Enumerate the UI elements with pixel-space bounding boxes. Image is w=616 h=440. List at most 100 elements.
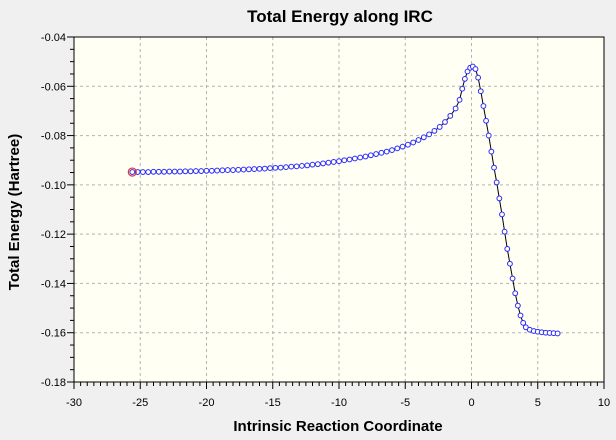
data-point bbox=[405, 141, 411, 148]
y-tick-label: -0.06 bbox=[41, 81, 66, 93]
data-point bbox=[399, 143, 406, 150]
x-axis-label: Intrinsic Reaction Coordinate bbox=[233, 418, 442, 435]
data-point bbox=[485, 132, 492, 139]
x-tick-label: -15 bbox=[265, 397, 281, 409]
data-point bbox=[499, 211, 505, 218]
data-point bbox=[493, 179, 500, 186]
data-point bbox=[373, 151, 380, 157]
data-point bbox=[288, 163, 295, 170]
data-point bbox=[410, 139, 417, 146]
data-point bbox=[251, 166, 258, 172]
data-point bbox=[504, 246, 511, 252]
data-point bbox=[341, 157, 348, 164]
data-point bbox=[240, 166, 247, 173]
grid-lines bbox=[74, 37, 604, 382]
y-tick-label: -0.14 bbox=[41, 278, 66, 290]
x-tick-label: -20 bbox=[199, 397, 215, 409]
data-point bbox=[171, 168, 178, 175]
current-point-marker bbox=[127, 167, 137, 177]
data-point bbox=[235, 166, 242, 173]
x-tick-label: 0 bbox=[468, 397, 474, 409]
data-point bbox=[277, 164, 284, 171]
data-point bbox=[517, 312, 524, 319]
data-point bbox=[507, 260, 513, 267]
data-point bbox=[267, 165, 274, 172]
data-point bbox=[491, 164, 497, 171]
axes: -30 -25 -20 -15 -10 -5 0 5 10 -0.04 -0.06 -0.08 -0.1… bbox=[41, 32, 610, 409]
data-point bbox=[483, 117, 489, 124]
data-point bbox=[431, 127, 438, 134]
data-point bbox=[362, 153, 369, 160]
y-tick-label: -0.08 bbox=[41, 131, 66, 143]
y-axis-label: Total Energy (Hartree) bbox=[6, 134, 23, 290]
y-tick-label: -0.04 bbox=[41, 32, 66, 44]
data-point bbox=[477, 88, 484, 95]
data-point bbox=[283, 164, 289, 171]
data-point bbox=[145, 169, 152, 175]
data-point bbox=[230, 167, 236, 173]
data-point bbox=[309, 161, 316, 168]
chart-title: Total Energy along IRC bbox=[247, 7, 433, 26]
data-point bbox=[346, 156, 353, 163]
data-point bbox=[426, 131, 433, 138]
data-point bbox=[177, 168, 183, 175]
data-point bbox=[140, 169, 146, 175]
data-point bbox=[208, 167, 215, 174]
x-tick-label: 5 bbox=[535, 397, 541, 409]
x-tick-label: -30 bbox=[66, 397, 82, 409]
y-tick-label: -0.18 bbox=[41, 377, 66, 389]
data-point bbox=[246, 166, 252, 173]
data-point bbox=[488, 148, 495, 155]
data-point bbox=[304, 162, 311, 169]
data-point bbox=[261, 165, 268, 172]
data-point bbox=[330, 159, 337, 165]
data-point bbox=[436, 124, 443, 130]
data-point bbox=[415, 137, 422, 143]
data-point bbox=[182, 168, 189, 175]
data-point bbox=[452, 105, 459, 112]
data-point bbox=[520, 319, 527, 326]
data-point bbox=[256, 165, 263, 172]
x-tick-label: 10 bbox=[598, 397, 610, 409]
data-point bbox=[501, 228, 508, 235]
data-point bbox=[352, 155, 358, 162]
data-point bbox=[461, 75, 468, 82]
y-tick-label: -0.16 bbox=[41, 328, 66, 340]
energy-series bbox=[127, 63, 561, 337]
x-tick-label: -5 bbox=[400, 397, 410, 409]
data-point bbox=[367, 152, 374, 159]
x-tick-label: -25 bbox=[132, 397, 148, 409]
plot-area bbox=[74, 37, 604, 382]
data-point bbox=[509, 275, 516, 282]
data-point bbox=[472, 66, 479, 72]
data-point bbox=[314, 161, 321, 168]
data-point bbox=[299, 162, 305, 169]
data-point bbox=[193, 168, 199, 174]
data-point bbox=[394, 145, 401, 152]
y-tick-label: -0.12 bbox=[41, 229, 66, 241]
data-point bbox=[383, 148, 390, 155]
data-point bbox=[522, 324, 529, 331]
data-point bbox=[293, 163, 300, 170]
data-point bbox=[187, 168, 194, 175]
data-point bbox=[336, 158, 342, 165]
data-point bbox=[155, 168, 162, 175]
data-point bbox=[357, 154, 364, 161]
plot-frame bbox=[73, 36, 605, 383]
data-point bbox=[161, 168, 168, 175]
data-point bbox=[475, 74, 482, 81]
data-point bbox=[203, 167, 210, 174]
data-point bbox=[378, 149, 385, 156]
data-point bbox=[219, 167, 226, 174]
data-point bbox=[514, 302, 521, 309]
data-point bbox=[480, 103, 487, 109]
data-point bbox=[554, 330, 561, 337]
data-point bbox=[496, 195, 503, 202]
y-tick-label: -0.10 bbox=[41, 180, 66, 192]
data-point bbox=[214, 167, 221, 174]
data-point bbox=[166, 168, 173, 175]
data-point bbox=[389, 147, 395, 154]
data-point bbox=[320, 160, 327, 167]
data-point bbox=[272, 164, 279, 171]
